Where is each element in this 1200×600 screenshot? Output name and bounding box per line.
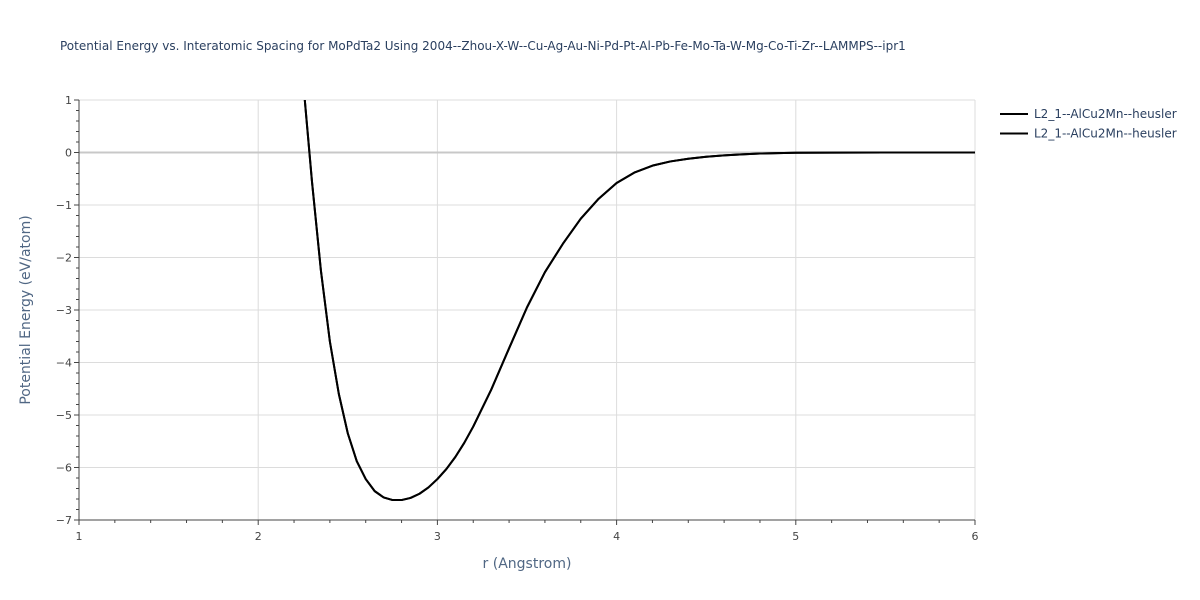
- y-tick-label: 1: [65, 94, 72, 107]
- series-line-2: [303, 100, 975, 502]
- plot-area: [303, 100, 975, 502]
- y-tick-label: 0: [65, 147, 72, 160]
- x-axis-label: r (Angstrom): [483, 556, 572, 572]
- series-line-1: [303, 100, 975, 502]
- x-tick-label: 3: [434, 530, 441, 543]
- y-tick-label: −4: [56, 357, 72, 370]
- y-tick-label: −2: [56, 252, 72, 265]
- legend-label-2: L2_1--AlCu2Mn--heusler: [1034, 127, 1177, 141]
- x-tick-label: 6: [972, 530, 979, 543]
- y-tick-label: −3: [56, 304, 72, 317]
- x-tick-label: 5: [792, 530, 799, 543]
- x-tick-label: 1: [76, 530, 83, 543]
- y-tick-label: −5: [56, 409, 72, 422]
- y-tick-label: −6: [56, 462, 72, 475]
- chart-title: Potential Energy vs. Interatomic Spacing…: [60, 39, 906, 53]
- axes: 1 2 3 4 5 6 −7 −6 −5 −4 −3 −2 −1 0 1: [56, 94, 979, 543]
- y-tick-label: −7: [56, 514, 72, 527]
- grid-lines: [79, 99, 976, 520]
- legend-label-1: L2_1--AlCu2Mn--heusler: [1034, 107, 1177, 121]
- y-axis-label: Potential Energy (eV/atom): [18, 215, 34, 404]
- x-tick-label: 2: [255, 530, 262, 543]
- y-tick-label: −1: [56, 199, 72, 212]
- x-tick-label: 4: [613, 530, 620, 543]
- legend: L2_1--AlCu2Mn--heusler L2_1--AlCu2Mn--heu…: [1000, 107, 1177, 141]
